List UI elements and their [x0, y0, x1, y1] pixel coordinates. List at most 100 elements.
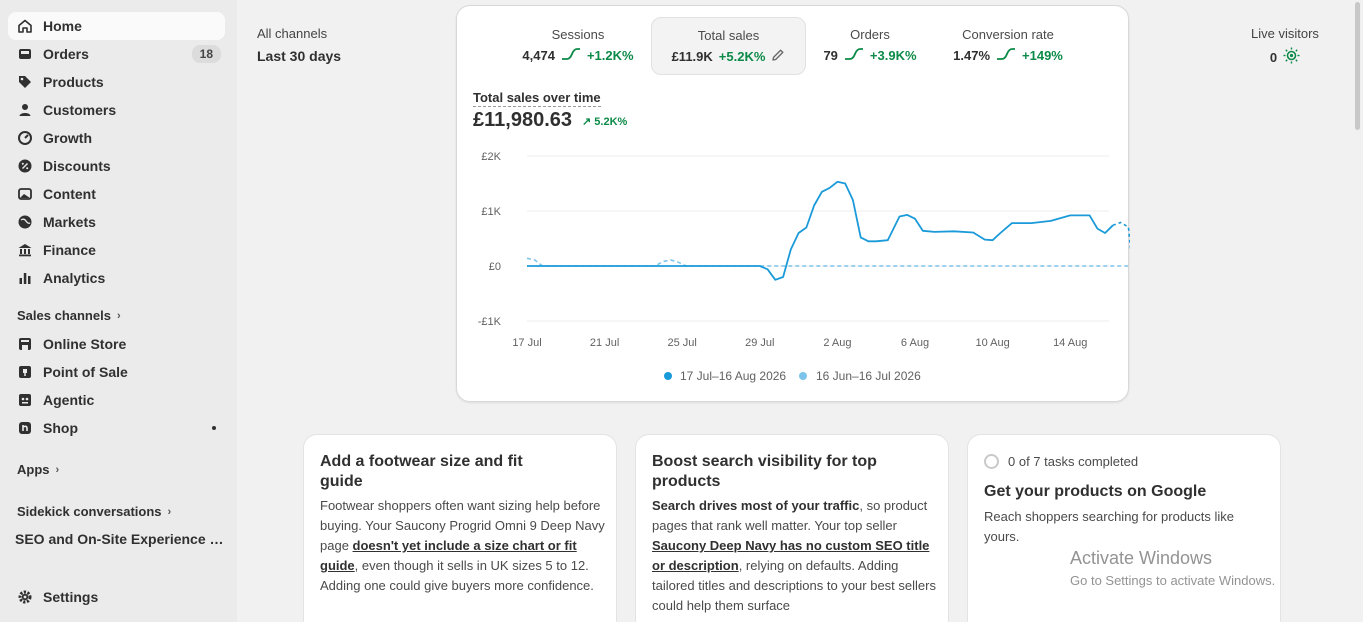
chevron-right-icon: ›: [55, 463, 60, 476]
task-progress: 0 of 7 tasks completed: [984, 454, 1138, 469]
nav-label: Markets: [43, 214, 96, 230]
nav-customers[interactable]: Customers: [8, 96, 225, 124]
sidekick-label: Sidekick conversations: [17, 504, 162, 519]
trend-up-icon: [561, 47, 581, 64]
nav-products[interactable]: Products: [8, 68, 225, 96]
nav-label: Point of Sale: [43, 364, 128, 380]
nav-orders[interactable]: Orders 18: [8, 40, 225, 68]
nav-label: Products: [43, 74, 104, 90]
card-text: Footwear shoppers often want sizing help…: [320, 498, 605, 553]
nav-shop[interactable]: Shop: [8, 414, 225, 442]
live-pulse-icon: [1283, 47, 1300, 67]
nav-label: Orders: [43, 46, 89, 62]
watermark-line-2: Go to Settings to activate Windows.: [1070, 573, 1276, 588]
nav-markets[interactable]: Markets: [8, 208, 225, 236]
card-description: Reach shoppers searching for products li…: [984, 509, 1235, 544]
x-tick-label: 21 Jul: [590, 337, 619, 349]
nav-label: Agentic: [43, 392, 95, 408]
y-tick-label: £1K: [481, 206, 501, 218]
pencil-icon[interactable]: [771, 48, 785, 65]
nav-point-of-sale[interactable]: Point of Sale: [8, 358, 225, 386]
card-bold-text: Search drives most of your traffic: [652, 498, 860, 513]
nav-settings[interactable]: Settings: [8, 583, 225, 611]
card-text: , even though it sells in UK sizes 5 to …: [320, 558, 594, 593]
chart-change: ↗ 5.2K%: [582, 115, 627, 128]
sales-channels-label: Sales channels: [17, 308, 111, 323]
discount-icon: [17, 158, 33, 174]
recommendation-card: Add a footwear size and fit guide Footwe…: [303, 434, 617, 622]
sales-line-chart: £2K £1K £0 -£1K 17 Jul 21 Jul 25 Jul 29 Jul 2 Au…: [478, 151, 1130, 383]
legend-marker-current: [664, 372, 672, 380]
trend-up-icon: [844, 47, 864, 64]
bar-chart-icon: [17, 270, 33, 286]
person-icon: [17, 102, 33, 118]
live-visitors[interactable]: Live visitors 0: [1251, 26, 1319, 67]
x-tick-label: 10 Aug: [975, 337, 1009, 349]
inbox-icon: [17, 46, 33, 62]
metric-orders[interactable]: Orders 79 +3.9K%: [807, 17, 933, 75]
gauge-icon: [17, 130, 33, 146]
pos-icon: [17, 364, 33, 380]
home-icon: [17, 18, 33, 34]
card-title: Get your products on Google: [984, 483, 1207, 500]
x-tick-label: 25 Jul: [668, 337, 697, 349]
legend-label-previous: 16 Jun–16 Jul 2026: [816, 369, 921, 383]
store-icon: [17, 336, 33, 352]
x-tick-label: 14 Aug: [1053, 337, 1087, 349]
nav-growth[interactable]: Growth: [8, 124, 225, 152]
card-link[interactable]: Saucony Deep Navy has no custom SEO titl…: [652, 538, 930, 573]
metric-title: Conversion rate: [962, 27, 1054, 42]
trend-up-icon: [996, 47, 1016, 64]
main-content: All channels Last 30 days Live visitors …: [237, 0, 1363, 622]
shop-icon: [17, 420, 33, 436]
metric-total-sales[interactable]: Total sales £11.9K +5.2K%: [651, 17, 806, 75]
metric-value: 1.47%: [953, 48, 991, 63]
nav-label: Discounts: [43, 158, 111, 174]
sidekick-conversation-item[interactable]: SEO and On-Site Experience O...: [15, 531, 225, 547]
card-text: , so product pages that rank well matter…: [652, 498, 928, 533]
metric-conversion-rate[interactable]: Conversion rate 1.47% +149%: [935, 17, 1081, 75]
gear-icon: [17, 589, 33, 605]
nav-analytics[interactable]: Analytics: [8, 264, 225, 292]
nav-agentic[interactable]: Agentic: [8, 386, 225, 414]
sales-channels-header[interactable]: Sales channels ›: [17, 308, 121, 323]
metric-change: +1.2K%: [586, 48, 634, 63]
orders-count-badge: 18: [191, 45, 221, 63]
x-tick-label: 29 Jul: [745, 337, 774, 349]
apps-header[interactable]: Apps ›: [17, 462, 59, 477]
nav-label: Customers: [43, 102, 117, 118]
metric-sessions[interactable]: Sessions 4,474 +1.2K%: [505, 17, 651, 75]
live-visitors-count: 0: [1269, 49, 1278, 65]
nav-label: Home: [43, 18, 82, 34]
card-body: Search drives most of your traffic, so p…: [652, 496, 938, 616]
scrollbar-thumb[interactable]: [1355, 2, 1360, 130]
series-line-previous: [526, 257, 1129, 267]
sidekick-header[interactable]: Sidekick conversations ›: [17, 504, 171, 519]
series-line-current-partial: [1112, 221, 1130, 252]
metric-value: 79: [823, 48, 838, 63]
nav-finance[interactable]: Finance: [8, 236, 225, 264]
scrollbar[interactable]: [1352, 0, 1363, 622]
nav-discounts[interactable]: Discounts: [8, 152, 225, 180]
nav-label: Online Store: [43, 336, 127, 352]
recommendation-card: Boost search visibility for top products…: [635, 434, 949, 622]
x-tick-label: 17 Jul: [512, 337, 541, 349]
card-text: , relying on defaults. Adding tailored t…: [652, 558, 936, 613]
nav-online-store[interactable]: Online Store: [8, 330, 225, 358]
channel-date-filter[interactable]: All channels Last 30 days: [257, 26, 341, 64]
legend-label-current: 17 Jul–16 Aug 2026: [680, 369, 786, 383]
card-link[interactable]: doesn't yet include a size chart or fit …: [320, 538, 577, 573]
x-tick-label: 6 Aug: [901, 337, 929, 349]
tag-icon: [17, 74, 33, 90]
live-visitors-label: Live visitors: [1251, 26, 1319, 41]
card-title: Add a footwear size and fit guide: [320, 453, 523, 490]
nav-label: Content: [43, 186, 96, 202]
metric-value: £11.9K: [671, 49, 713, 64]
arrow-up-right-icon: ↗: [582, 116, 592, 128]
metric-value: 4,474: [522, 48, 555, 63]
nav-label: Finance: [43, 242, 96, 258]
nav-home[interactable]: Home: [8, 12, 225, 40]
chart-title[interactable]: Total sales over time: [473, 90, 601, 107]
nav-label: Growth: [43, 130, 92, 146]
nav-content[interactable]: Content: [8, 180, 225, 208]
